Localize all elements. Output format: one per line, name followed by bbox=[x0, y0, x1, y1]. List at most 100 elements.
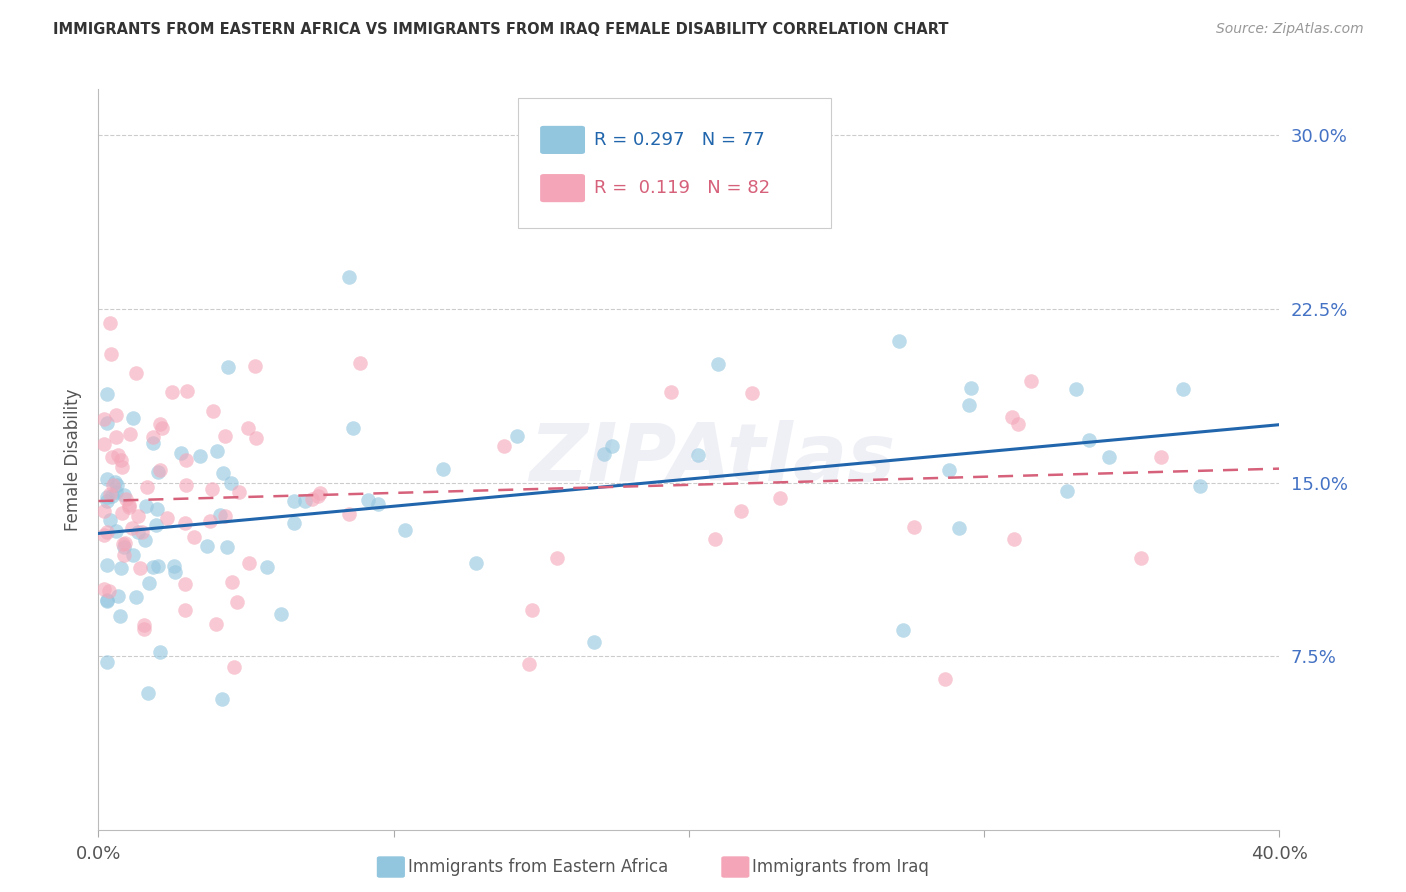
Point bbox=[704, 532, 727, 546]
Point bbox=[111, 537, 134, 551]
Point bbox=[129, 561, 152, 575]
Point bbox=[112, 541, 135, 555]
Point bbox=[188, 450, 211, 464]
Point bbox=[1066, 382, 1088, 396]
Point bbox=[170, 445, 193, 459]
Point bbox=[96, 558, 118, 573]
Point bbox=[546, 551, 568, 566]
Point bbox=[176, 453, 198, 467]
Point bbox=[903, 519, 925, 533]
Point bbox=[1019, 374, 1042, 388]
Point bbox=[938, 463, 960, 477]
Point bbox=[98, 316, 121, 330]
Point bbox=[505, 428, 527, 442]
Point bbox=[195, 539, 218, 553]
Point bbox=[124, 366, 146, 380]
Point bbox=[270, 607, 292, 621]
Point bbox=[1098, 450, 1121, 464]
Point bbox=[465, 556, 488, 570]
Point bbox=[98, 487, 121, 501]
Point bbox=[256, 560, 278, 574]
Point bbox=[131, 525, 153, 540]
Point bbox=[121, 520, 143, 534]
Point bbox=[432, 462, 454, 476]
Point bbox=[174, 516, 197, 530]
Point bbox=[394, 523, 416, 537]
Point bbox=[146, 501, 169, 516]
Point bbox=[308, 485, 330, 500]
Point bbox=[156, 511, 179, 525]
Point bbox=[214, 508, 236, 523]
Point bbox=[174, 478, 197, 492]
Point bbox=[207, 444, 229, 458]
Point bbox=[96, 592, 118, 607]
Text: R = 0.297   N = 77: R = 0.297 N = 77 bbox=[595, 131, 765, 149]
Point bbox=[686, 448, 709, 462]
Point bbox=[104, 475, 127, 489]
Point bbox=[111, 506, 134, 520]
Point bbox=[1007, 417, 1029, 431]
Point bbox=[122, 411, 145, 425]
Point bbox=[96, 472, 118, 486]
Point bbox=[238, 421, 260, 435]
Point bbox=[214, 429, 236, 443]
Point bbox=[134, 533, 156, 547]
Point bbox=[212, 466, 235, 480]
Point bbox=[127, 508, 149, 523]
Point bbox=[1173, 382, 1195, 396]
Point bbox=[337, 270, 360, 285]
Point bbox=[136, 480, 159, 494]
Point bbox=[211, 691, 233, 706]
Point bbox=[93, 527, 115, 541]
Point bbox=[205, 616, 228, 631]
Point bbox=[98, 512, 121, 526]
Point bbox=[135, 499, 157, 513]
Point bbox=[957, 398, 980, 412]
Point bbox=[142, 559, 165, 574]
Point bbox=[174, 577, 197, 591]
Point bbox=[124, 590, 146, 604]
Point bbox=[107, 589, 129, 603]
Point bbox=[174, 602, 197, 616]
Point bbox=[891, 623, 914, 637]
Point bbox=[114, 488, 136, 502]
Point bbox=[96, 416, 118, 430]
Point bbox=[163, 559, 186, 574]
Point bbox=[112, 548, 135, 562]
Point bbox=[887, 334, 910, 348]
Point bbox=[108, 609, 131, 624]
Point bbox=[127, 524, 149, 539]
Y-axis label: Female Disability: Female Disability bbox=[65, 388, 83, 531]
Point bbox=[93, 411, 115, 425]
Point bbox=[294, 494, 316, 508]
Point bbox=[111, 460, 134, 475]
Point bbox=[160, 384, 183, 399]
Point bbox=[183, 530, 205, 544]
Point bbox=[492, 439, 515, 453]
Point bbox=[96, 656, 118, 670]
Point bbox=[243, 359, 266, 373]
Point bbox=[138, 575, 160, 590]
Point bbox=[146, 558, 169, 573]
Point bbox=[101, 489, 124, 503]
Point bbox=[1150, 450, 1173, 464]
Point bbox=[349, 356, 371, 370]
Point bbox=[142, 436, 165, 450]
Point bbox=[1001, 410, 1024, 425]
Point bbox=[225, 594, 247, 608]
Point bbox=[741, 386, 763, 401]
Point bbox=[163, 565, 186, 579]
Point bbox=[707, 357, 730, 371]
Point bbox=[201, 482, 224, 496]
Point bbox=[103, 478, 125, 492]
Point bbox=[149, 417, 172, 432]
Point bbox=[118, 500, 141, 514]
Point bbox=[238, 556, 260, 570]
Point bbox=[149, 463, 172, 477]
Point bbox=[948, 521, 970, 535]
Point bbox=[118, 498, 141, 512]
Point bbox=[960, 381, 983, 395]
Point bbox=[283, 493, 305, 508]
Point bbox=[96, 594, 118, 608]
Point bbox=[342, 421, 364, 435]
